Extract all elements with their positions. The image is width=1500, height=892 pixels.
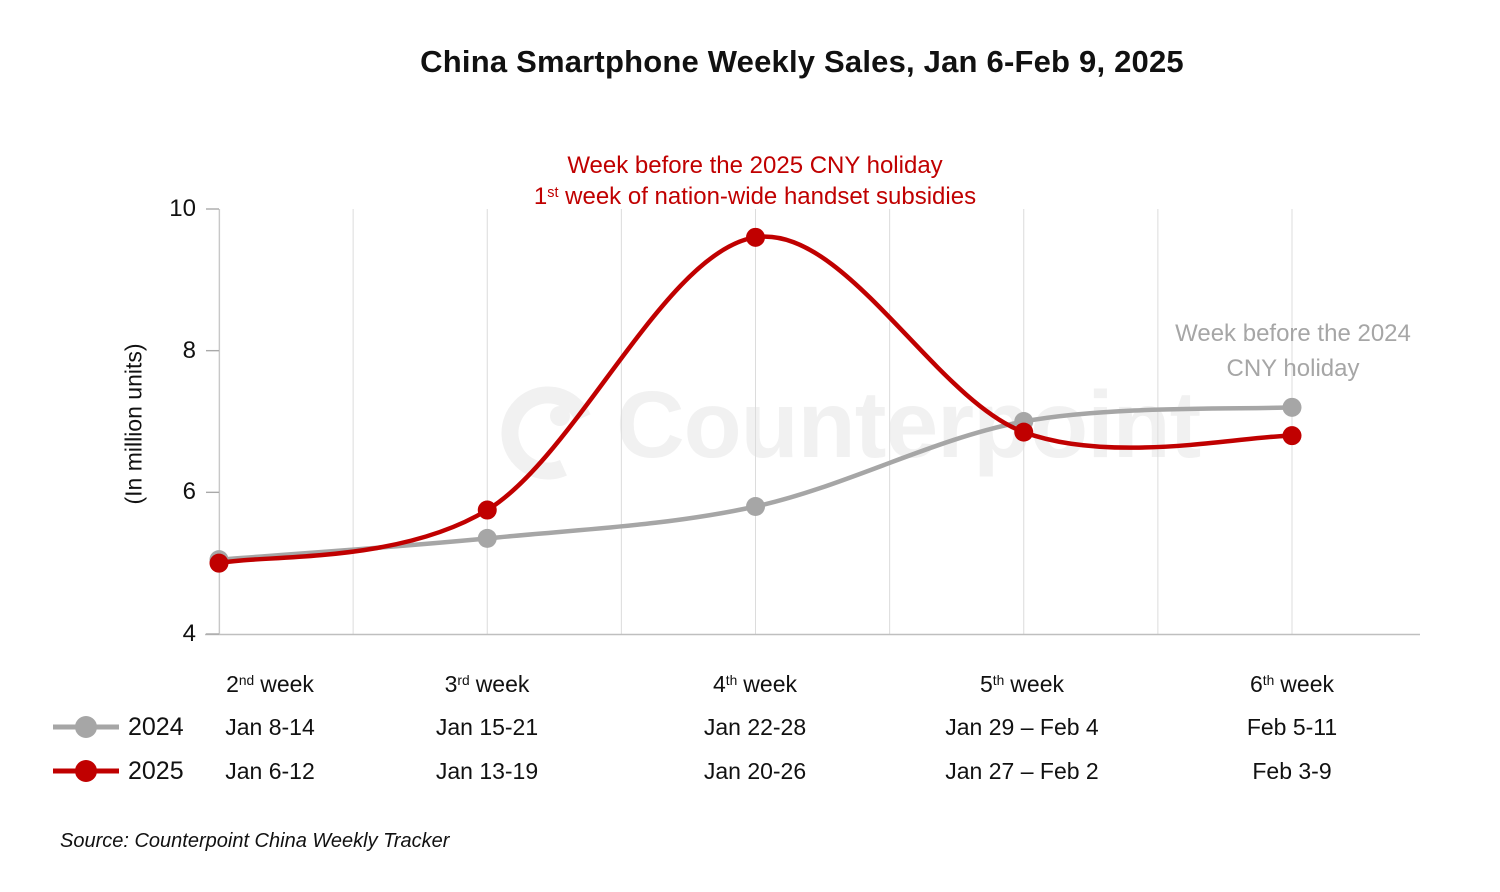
dates-2024-week3: Jan 15-21 [435, 714, 539, 740]
data-point-2025 [1014, 422, 1034, 442]
data-point-2025 [746, 227, 765, 247]
annotation-2024-cny: Week before the 2024 CNY holiday [1175, 316, 1411, 386]
y-axis-title: (In million units) [120, 343, 147, 505]
week-header-2: 2nd week [226, 671, 314, 697]
series-2025-points [209, 227, 1302, 573]
source-note: Source: Counterpoint China Weekly Tracke… [60, 830, 450, 852]
vertical-gridlines [218, 209, 1293, 634]
annotation-2025-line1: Week before the 2025 CNY holiday [567, 152, 943, 179]
chart-title: China Smartphone Weekly Sales, Jan 6-Feb… [420, 44, 1184, 79]
dates-2025-week6: Feb 3-9 [1252, 758, 1332, 784]
data-point-2024 [477, 528, 497, 548]
data-point-2025 [209, 553, 229, 573]
annotation-2024-line2: CNY holiday [1226, 355, 1360, 382]
week-header-3: 3rd week [444, 671, 530, 697]
data-point-2024 [1282, 397, 1302, 417]
y-tick-label-10: 10 [169, 195, 196, 222]
data-point-2025 [477, 500, 497, 520]
legend-label-2024: 2024 [128, 713, 184, 741]
y-tick-label-8: 8 [182, 337, 196, 364]
dates-2024-week4: Jan 22-28 [703, 714, 807, 740]
legend-marker-2025-icon [53, 760, 119, 782]
dates-2024-week2: Jan 8-14 [225, 714, 315, 740]
dates-2025-week5: Jan 27 – Feb 2 [945, 758, 1099, 784]
dates-2025-week2: Jan 6-12 [225, 758, 315, 784]
y-tick-label-6: 6 [182, 478, 196, 505]
dates-2025-week3: Jan 13-19 [435, 758, 539, 784]
annotation-2024-line1: Week before the 2024 [1175, 320, 1411, 347]
y-tick-label-4: 4 [182, 620, 196, 647]
annotation-2025-cny: Week before the 2025 CNY holiday 1st wee… [534, 150, 976, 216]
dates-2025-week4: Jan 20-26 [703, 758, 807, 784]
legend-marker-2024-icon [53, 716, 119, 738]
week-header-4: 4th week [712, 671, 797, 697]
annotation-2025-line2: 1st week of nation-wide handset subsidie… [533, 183, 977, 210]
dates-2024-week5: Jan 29 – Feb 4 [945, 714, 1099, 740]
data-point-2024 [746, 497, 765, 516]
legend-label-2025: 2025 [128, 757, 184, 785]
week-header-5: 5th week [979, 671, 1064, 697]
dates-2024-week6: Feb 5-11 [1246, 714, 1338, 740]
data-point-2025 [1282, 426, 1302, 446]
week-header-6: 6th week [1249, 671, 1334, 697]
y-axis-tick-marks [206, 208, 219, 635]
